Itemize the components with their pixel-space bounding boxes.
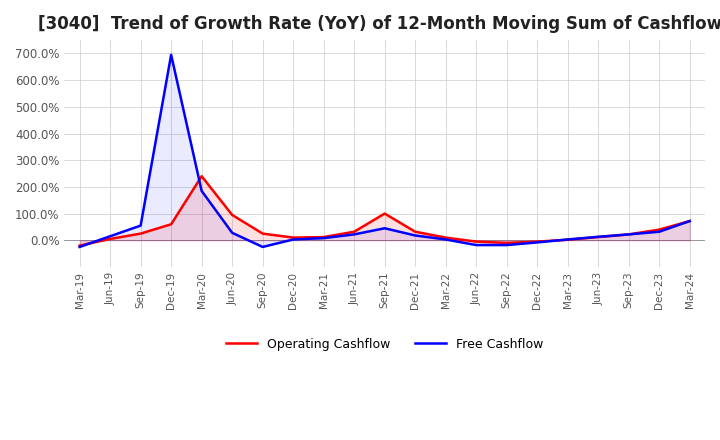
Free Cashflow bbox=[76, 244, 84, 249]
Operating Cashflow bbox=[533, 239, 541, 244]
Operating Cashflow bbox=[76, 243, 84, 248]
Operating Cashflow bbox=[167, 222, 176, 227]
Line: Free Cashflow: Free Cashflow bbox=[80, 55, 690, 247]
Operating Cashflow bbox=[503, 240, 511, 246]
Operating Cashflow bbox=[289, 235, 297, 240]
Free Cashflow bbox=[228, 230, 236, 235]
Free Cashflow bbox=[167, 52, 176, 58]
Free Cashflow bbox=[106, 234, 114, 239]
Operating Cashflow bbox=[411, 229, 420, 235]
Operating Cashflow bbox=[258, 231, 267, 236]
Free Cashflow bbox=[411, 233, 420, 238]
Free Cashflow bbox=[350, 232, 359, 237]
Free Cashflow bbox=[503, 242, 511, 248]
Operating Cashflow bbox=[228, 212, 236, 217]
Operating Cashflow bbox=[380, 211, 389, 216]
Title: [3040]  Trend of Growth Rate (YoY) of 12-Month Moving Sum of Cashflows: [3040] Trend of Growth Rate (YoY) of 12-… bbox=[37, 15, 720, 33]
Free Cashflow bbox=[533, 240, 541, 245]
Operating Cashflow bbox=[197, 173, 206, 179]
Operating Cashflow bbox=[350, 229, 359, 235]
Free Cashflow bbox=[136, 223, 145, 228]
Free Cashflow bbox=[472, 242, 480, 248]
Line: Operating Cashflow: Operating Cashflow bbox=[80, 176, 690, 246]
Operating Cashflow bbox=[624, 232, 633, 237]
Free Cashflow bbox=[320, 235, 328, 241]
Operating Cashflow bbox=[594, 235, 603, 240]
Operating Cashflow bbox=[472, 239, 480, 244]
Operating Cashflow bbox=[685, 218, 694, 224]
Free Cashflow bbox=[685, 218, 694, 224]
Legend: Operating Cashflow, Free Cashflow: Operating Cashflow, Free Cashflow bbox=[220, 333, 549, 356]
Free Cashflow bbox=[655, 229, 664, 235]
Free Cashflow bbox=[289, 237, 297, 242]
Free Cashflow bbox=[441, 237, 450, 242]
Free Cashflow bbox=[380, 226, 389, 231]
Operating Cashflow bbox=[136, 231, 145, 236]
Free Cashflow bbox=[197, 188, 206, 194]
Operating Cashflow bbox=[655, 227, 664, 232]
Free Cashflow bbox=[594, 234, 603, 239]
Operating Cashflow bbox=[320, 235, 328, 240]
Operating Cashflow bbox=[441, 235, 450, 240]
Operating Cashflow bbox=[564, 237, 572, 242]
Free Cashflow bbox=[258, 244, 267, 249]
Free Cashflow bbox=[624, 232, 633, 237]
Operating Cashflow bbox=[106, 236, 114, 242]
Free Cashflow bbox=[564, 237, 572, 242]
